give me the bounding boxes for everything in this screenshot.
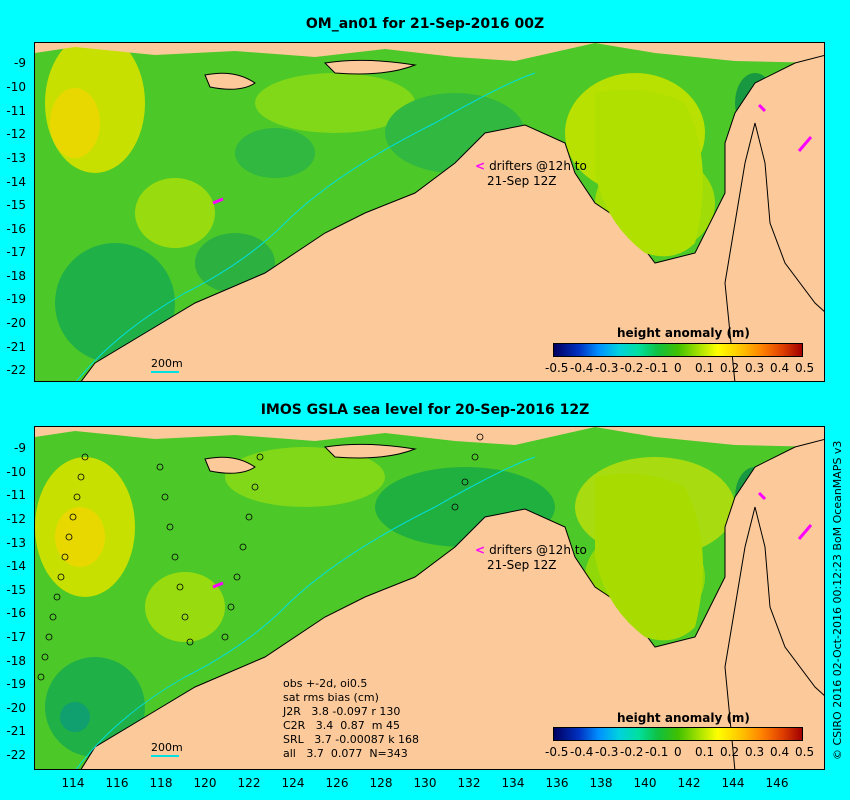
gulf-anomaly bbox=[595, 89, 703, 257]
drifter-tracks bbox=[212, 491, 813, 589]
drifter-icon: < bbox=[475, 159, 486, 173]
top-panel-title: OM_an01 for 21-Sep-2016 00Z bbox=[305, 16, 545, 32]
land bbox=[35, 427, 824, 769]
altimetry-stats: obs +-2d, oi0.5 sat rms bias (cm) J2R 3.8 … bbox=[283, 677, 420, 760]
gulf-anomaly bbox=[595, 473, 703, 641]
bottom-panel-title: IMOS GSLA sea level for 20-Sep-2016 12Z bbox=[260, 402, 590, 418]
isobath-200m bbox=[75, 456, 536, 769]
bottom-scale-line bbox=[151, 755, 179, 757]
top-scale-line bbox=[151, 371, 179, 373]
bottom-drifter-legend: < drifters @12h to 21-Sep 12Z bbox=[475, 543, 587, 572]
bottom-scale-label: 200m bbox=[151, 741, 183, 754]
bottom-colorbar bbox=[553, 727, 803, 741]
top-drifter-legend: < drifters @12h to 21-Sep 12Z bbox=[475, 159, 587, 188]
track-1 bbox=[37, 453, 89, 681]
top-map[interactable]: height anomaly (m) -0.5 -0.4 -0.3 -0.2 -… bbox=[34, 42, 825, 382]
track-3 bbox=[221, 453, 264, 641]
bottom-map[interactable]: height anomaly (m) -0.5 -0.4 -0.3 -0.2 -… bbox=[34, 426, 825, 770]
credit-text: © CSIRO 2016 02-Oct-2016 00:12:23 BoM Oc… bbox=[831, 440, 844, 760]
bottom-colorbar-title: height anomaly (m) bbox=[617, 711, 750, 725]
satellite-tracks bbox=[37, 433, 484, 681]
bottom-map-svg bbox=[35, 427, 824, 769]
isobath-200m bbox=[76, 72, 536, 381]
top-colorbar-title: height anomaly (m) bbox=[617, 326, 750, 340]
track-2 bbox=[156, 463, 194, 646]
top-colorbar bbox=[553, 343, 803, 357]
land bbox=[35, 43, 824, 381]
top-map-svg bbox=[35, 43, 824, 381]
top-scale-label: 200m bbox=[151, 357, 183, 370]
drifter-tracks bbox=[212, 103, 813, 205]
track-4 bbox=[451, 433, 484, 511]
drifter-icon: < bbox=[475, 543, 486, 557]
